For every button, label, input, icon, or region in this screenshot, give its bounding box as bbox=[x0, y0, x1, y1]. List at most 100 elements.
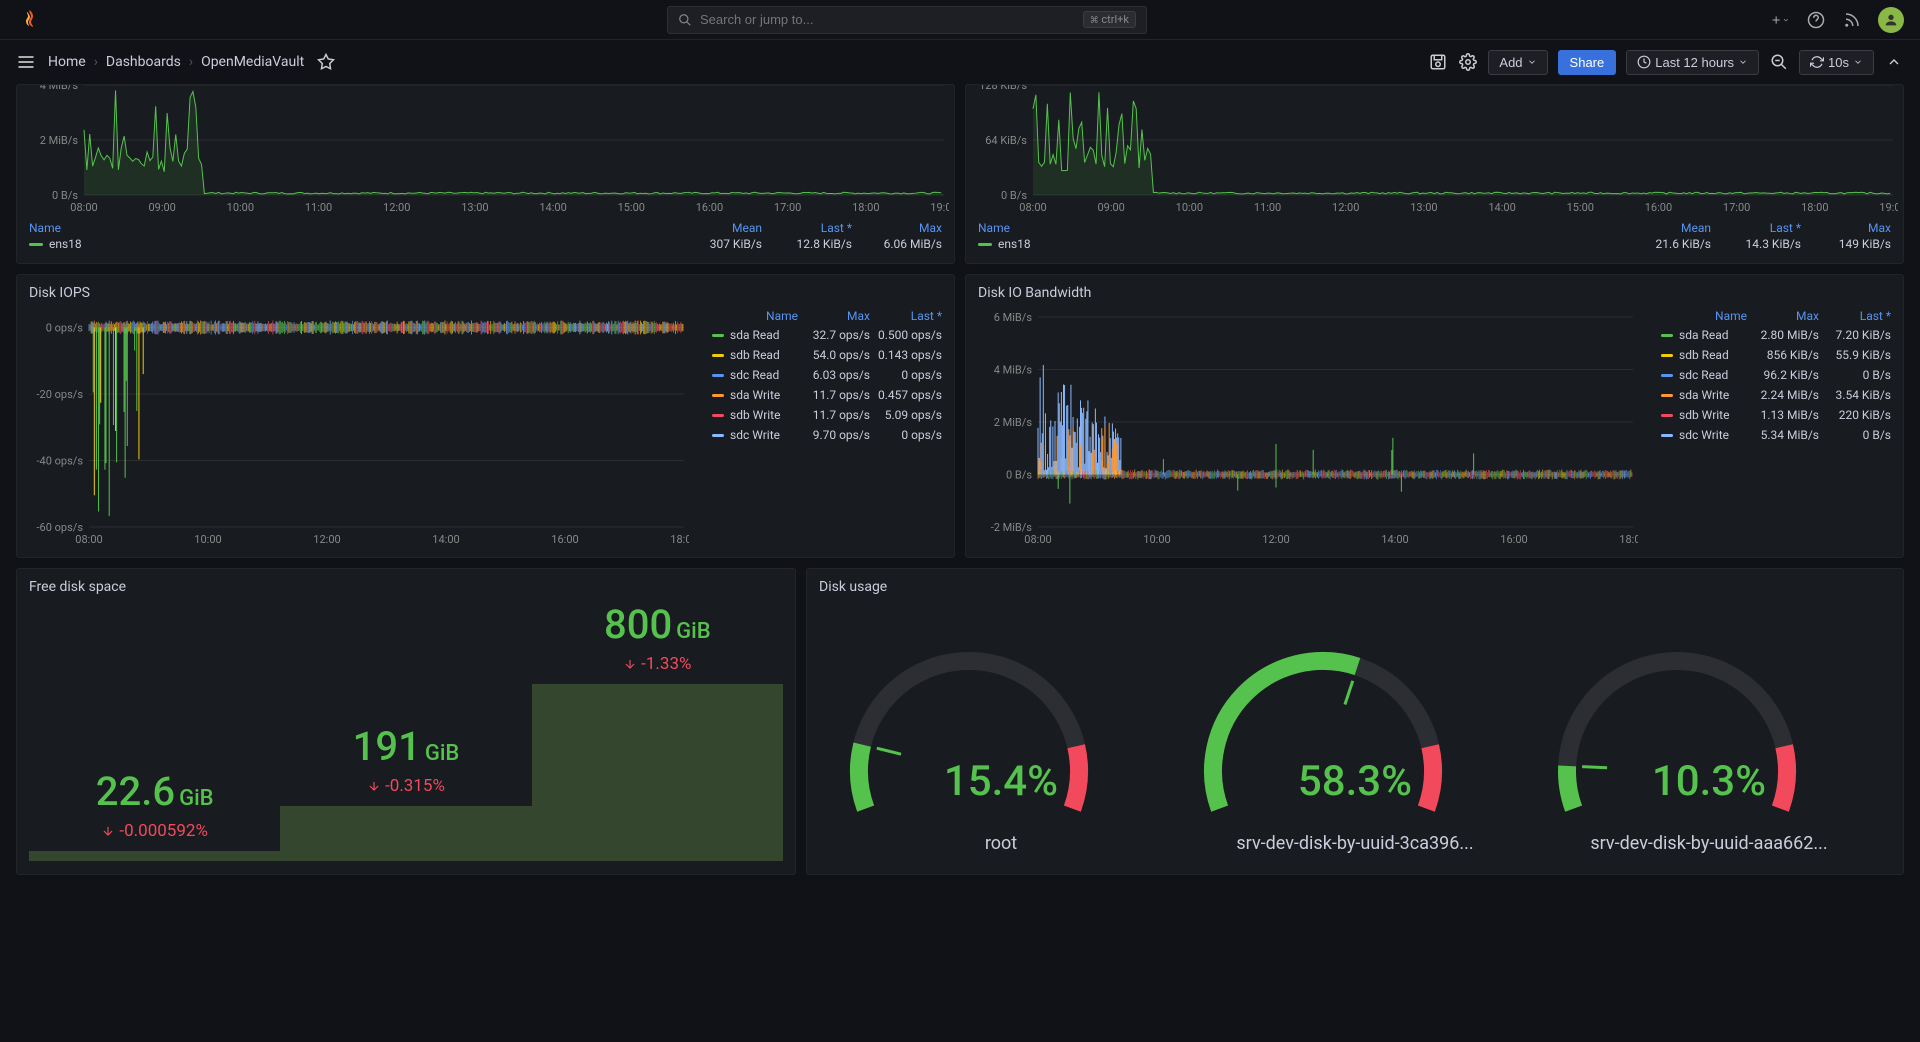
legend-item[interactable]: sdc Write5.34 MiB/s0 B/s bbox=[1661, 425, 1891, 445]
svg-text:18:00: 18:00 bbox=[1619, 533, 1638, 546]
svg-text:-20 ops/s: -20 ops/s bbox=[37, 388, 84, 401]
svg-text:2 MiB/s: 2 MiB/s bbox=[994, 416, 1033, 429]
legend-item[interactable]: sda Write11.7 ops/s0.457 ops/s bbox=[712, 385, 942, 405]
svg-text:09:00: 09:00 bbox=[1097, 201, 1124, 214]
legend-item[interactable]: sdc Write9.70 ops/s0 ops/s bbox=[712, 425, 942, 445]
svg-text:19:00: 19:00 bbox=[1879, 201, 1898, 214]
svg-text:08:00: 08:00 bbox=[70, 201, 97, 214]
user-avatar[interactable] bbox=[1878, 7, 1904, 33]
legend-item[interactable]: sda Write2.24 MiB/s3.54 KiB/s bbox=[1661, 385, 1891, 405]
search-box[interactable]: ⌘ ctrl+k bbox=[667, 6, 1147, 34]
panel-title-usage: Disk usage bbox=[819, 579, 1891, 595]
net2-chart: 128 KiB/s64 KiB/s0 B/s08:0009:0010:0011:… bbox=[978, 85, 1898, 215]
svg-text:4 MiB/s: 4 MiB/s bbox=[40, 85, 79, 92]
legend-item[interactable]: sdb Read856 KiB/s55.9 KiB/s bbox=[1661, 345, 1891, 365]
svg-text:0 B/s: 0 B/s bbox=[1006, 469, 1032, 482]
svg-text:14:00: 14:00 bbox=[432, 533, 459, 546]
add-button[interactable]: Add bbox=[1488, 50, 1547, 75]
panel-title-iops: Disk IOPS bbox=[29, 285, 942, 301]
settings-icon[interactable] bbox=[1458, 52, 1478, 72]
legend-item[interactable]: sdb Write11.7 ops/s5.09 ops/s bbox=[712, 405, 942, 425]
panel-disk-usage: Disk usage 15.4%root58.3%srv-dev-disk-by… bbox=[806, 568, 1904, 875]
legend-item[interactable]: sdb Write1.13 MiB/s220 KiB/s bbox=[1661, 405, 1891, 425]
iops-legend: NameMaxLast *sda Read32.7 ops/s0.500 ops… bbox=[712, 307, 942, 547]
svg-text:11:00: 11:00 bbox=[305, 201, 332, 214]
freedisk-content: 22.6GiB-0.000592%191GiB-0.315%800GiB-1.3… bbox=[29, 601, 783, 861]
gauge: 15.4%root bbox=[839, 631, 1163, 854]
svg-text:4 MiB/s: 4 MiB/s bbox=[994, 364, 1033, 377]
search-input[interactable] bbox=[700, 12, 1075, 27]
svg-text:17:00: 17:00 bbox=[1723, 201, 1750, 214]
iops-chart: 0 ops/s-20 ops/s-40 ops/s-60 ops/s08:001… bbox=[29, 307, 689, 547]
gauge: 10.3%srv-dev-disk-by-uuid-aaa662... bbox=[1547, 631, 1871, 854]
freedisk-item: 191GiB-0.315% bbox=[280, 601, 531, 861]
legend-item[interactable]: sdc Read96.2 KiB/s0 B/s bbox=[1661, 365, 1891, 385]
svg-text:13:00: 13:00 bbox=[461, 201, 488, 214]
breadcrumb: Home › Dashboards › OpenMediaVault bbox=[48, 54, 304, 70]
svg-text:64 KiB/s: 64 KiB/s bbox=[985, 134, 1027, 147]
gauges-content: 15.4%root58.3%srv-dev-disk-by-uuid-3ca39… bbox=[819, 601, 1891, 864]
svg-text:18:00: 18:00 bbox=[670, 533, 689, 546]
svg-text:10:00: 10:00 bbox=[1143, 533, 1170, 546]
svg-text:0 ops/s: 0 ops/s bbox=[46, 322, 84, 335]
breadcrumb-dashboards[interactable]: Dashboards bbox=[106, 54, 181, 70]
panel-disk-iobw: Disk IO Bandwidth 6 MiB/s 4 MiB/s 2 MiB/s 0… bbox=[965, 274, 1904, 558]
svg-text:10:00: 10:00 bbox=[227, 201, 254, 214]
svg-text:08:00: 08:00 bbox=[1024, 533, 1051, 546]
svg-text:19:00: 19:00 bbox=[930, 201, 949, 214]
add-menu-icon[interactable] bbox=[1770, 10, 1790, 30]
save-dashboard-icon[interactable] bbox=[1428, 52, 1448, 72]
svg-text:17:00: 17:00 bbox=[774, 201, 801, 214]
legend-item[interactable]: sdb Read54.0 ops/s0.143 ops/s bbox=[712, 345, 942, 365]
grafana-logo-icon[interactable] bbox=[16, 6, 44, 34]
svg-text:12:00: 12:00 bbox=[1262, 533, 1289, 546]
help-icon[interactable] bbox=[1806, 10, 1826, 30]
legend-item[interactable]: sdc Read6.03 ops/s0 ops/s bbox=[712, 365, 942, 385]
svg-text:14:00: 14:00 bbox=[1381, 533, 1408, 546]
zoom-out-icon[interactable] bbox=[1769, 52, 1789, 72]
svg-text:15:00: 15:00 bbox=[618, 201, 645, 214]
legend-item[interactable]: sda Read2.80 MiB/s7.20 KiB/s bbox=[1661, 325, 1891, 345]
freedisk-item: 800GiB-1.33% bbox=[532, 601, 783, 861]
panel-title-freedisk: Free disk space bbox=[29, 579, 783, 595]
panel-network-2: 128 KiB/s64 KiB/s0 B/s08:0009:0010:0011:… bbox=[965, 84, 1904, 264]
net1-legend-row[interactable]: ens18 307 KiB/s 12.8 KiB/s 6.06 MiB/s bbox=[29, 235, 942, 253]
freedisk-item: 22.6GiB-0.000592% bbox=[29, 601, 280, 861]
star-icon[interactable] bbox=[316, 52, 336, 72]
legend-item[interactable]: sda Read32.7 ops/s0.500 ops/s bbox=[712, 325, 942, 345]
refresh-button[interactable]: 10s bbox=[1799, 50, 1874, 75]
breadcrumb-current: OpenMediaVault bbox=[201, 54, 304, 70]
share-button[interactable]: Share bbox=[1558, 50, 1617, 75]
svg-text:08:00: 08:00 bbox=[1019, 201, 1046, 214]
svg-text:14:00: 14:00 bbox=[1488, 201, 1515, 214]
svg-text:11:00: 11:00 bbox=[1254, 201, 1281, 214]
svg-text:16:00: 16:00 bbox=[696, 201, 723, 214]
net2-legend-header: Name Mean Last * Max bbox=[978, 221, 1891, 235]
panel-network-1: 4 MiB/s2 MiB/s0 B/s08:0009:0010:0011:001… bbox=[16, 84, 955, 264]
svg-text:14:00: 14:00 bbox=[539, 201, 566, 214]
svg-text:12:00: 12:00 bbox=[1332, 201, 1359, 214]
gauge: 58.3%srv-dev-disk-by-uuid-3ca396... bbox=[1193, 631, 1517, 854]
svg-text:18:00: 18:00 bbox=[1801, 201, 1828, 214]
rss-icon[interactable] bbox=[1842, 10, 1862, 30]
timerange-button[interactable]: Last 12 hours bbox=[1626, 50, 1759, 75]
menu-toggle-icon[interactable] bbox=[16, 52, 36, 72]
iobw-legend: NameMaxLast *sda Read2.80 MiB/s7.20 KiB/… bbox=[1661, 307, 1891, 547]
panel-title-iobw: Disk IO Bandwidth bbox=[978, 285, 1891, 301]
svg-text:16:00: 16:00 bbox=[1500, 533, 1527, 546]
topbar: ⌘ ctrl+k bbox=[0, 0, 1920, 40]
net2-legend-row[interactable]: ens18 21.6 KiB/s 14.3 KiB/s 149 KiB/s bbox=[978, 235, 1891, 253]
svg-text:13:00: 13:00 bbox=[1410, 201, 1437, 214]
svg-text:10:00: 10:00 bbox=[194, 533, 221, 546]
svg-text:10:00: 10:00 bbox=[1176, 201, 1203, 214]
svg-text:12:00: 12:00 bbox=[313, 533, 340, 546]
svg-text:08:00: 08:00 bbox=[75, 533, 102, 546]
breadcrumb-home[interactable]: Home bbox=[48, 54, 86, 70]
svg-text:6 MiB/s: 6 MiB/s bbox=[994, 311, 1033, 324]
svg-text:-40 ops/s: -40 ops/s bbox=[37, 455, 84, 468]
svg-text:15:00: 15:00 bbox=[1567, 201, 1594, 214]
net1-legend-header: Name Mean Last * Max bbox=[29, 221, 942, 235]
svg-text:16:00: 16:00 bbox=[1645, 201, 1672, 214]
collapse-icon[interactable] bbox=[1884, 52, 1904, 72]
panel-disk-iops: Disk IOPS 0 ops/s-20 ops/s-40 ops/s-60 o… bbox=[16, 274, 955, 558]
